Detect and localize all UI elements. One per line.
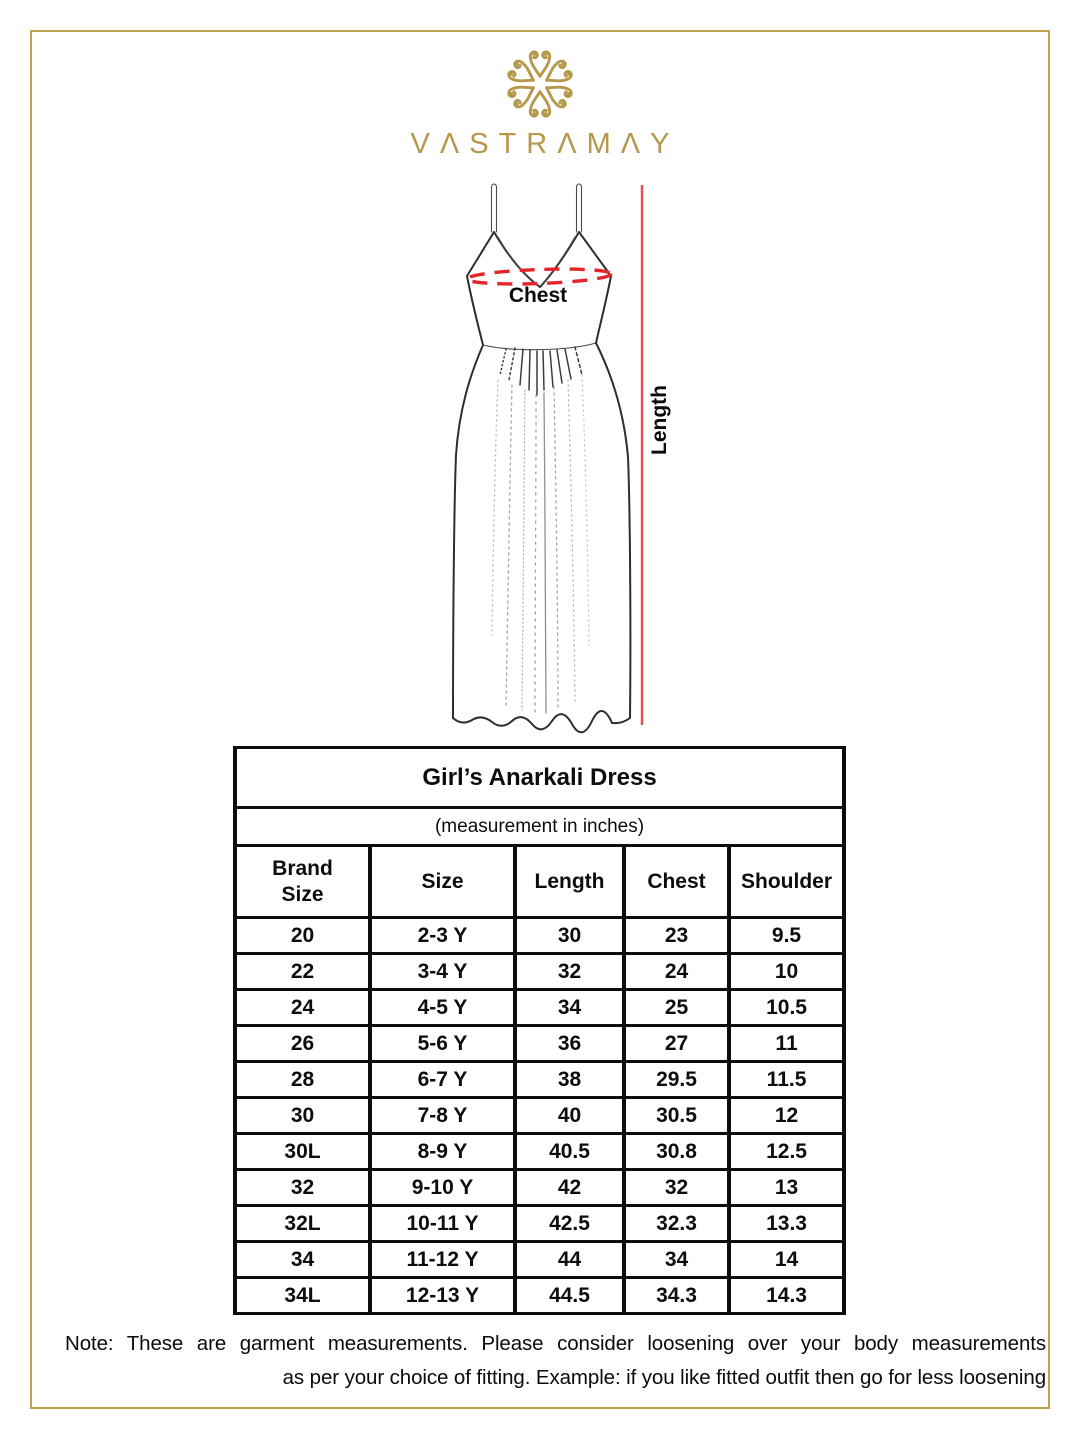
column-header-chest: Chest [622,844,731,919]
table-cell: 34L [233,1276,372,1315]
table-cell: 27 [622,1024,731,1063]
column-header-shoulder: Shoulder [726,844,847,919]
table-cell: 11.5 [726,1060,847,1099]
table-cell: 12.5 [726,1132,847,1171]
table-cell: 32L [233,1204,372,1243]
table-cell: 9-10 Y [368,1168,517,1207]
table-row: 32 9-10 Y 42 32 13 [233,1168,847,1207]
table-cell: 42 [513,1168,626,1207]
table-cell: 30L [233,1132,372,1171]
table-cell: 14 [726,1240,847,1279]
table-cell: 32.3 [622,1204,731,1243]
table-cell: 30 [233,1096,372,1135]
table-cell: 5-6 Y [368,1024,517,1063]
table-cell: 30 [513,916,626,955]
column-header-length: Length [513,844,626,919]
size-table: Girl’s Anarkali Dress (measurement in in… [232,746,847,1315]
table-cell: 6-7 Y [368,1060,517,1099]
table-cell: 25 [622,988,731,1027]
note-line-1: Note: These are garment measurements. Pl… [65,1332,1046,1355]
dress-outline [452,183,632,734]
table-title: Girl’s Anarkali Dress [232,746,847,809]
table-row: 30 7-8 Y 40 30.5 12 [233,1096,847,1135]
chest-measure-line [465,267,613,286]
table-cell: 34 [513,988,626,1027]
table-cell: 23 [622,916,731,955]
table-row: 32L 10-11 Y 42.5 32.3 13.3 [233,1204,847,1243]
table-cell: 10 [726,952,847,991]
table-cell: 34 [622,1240,731,1279]
table-cell: 24 [622,952,731,991]
chest-label: Chest [509,284,567,307]
table-cell: 20 [233,916,372,955]
table-row: 26 5-6 Y 36 27 11 [233,1024,847,1063]
table-cell: 24 [233,988,372,1027]
table-header-row: Brand Size Size Length Chest Shoulder [233,844,847,919]
table-cell: 32 [622,1168,731,1207]
table-cell: 8-9 Y [368,1132,517,1171]
table-row: 22 3-4 Y 32 24 10 [233,952,847,991]
table-title-row: Girl’s Anarkali Dress [232,746,847,809]
table-cell: 44.5 [513,1276,626,1315]
table-cell: 12-13 Y [368,1276,517,1315]
brand-wordmark: VΛSTRΛMΛY [410,128,680,160]
table-cell: 34 [233,1240,372,1279]
table-cell: 34.3 [622,1276,731,1315]
table-row: 24 4-5 Y 34 25 10.5 [233,988,847,1027]
table-cell: 38 [513,1060,626,1099]
table-cell: 40.5 [513,1132,626,1171]
table-cell: 30.8 [622,1132,731,1171]
size-table-body: 20 2-3 Y 30 23 9.5 22 3-4 Y 32 24 10 24 4-5 Y 34 25 10… [233,916,847,1315]
table-cell: 7-8 Y [368,1096,517,1135]
table-cell: 13.3 [726,1204,847,1243]
table-row: 34 11-12 Y 44 34 14 [233,1240,847,1279]
table-cell: 12 [726,1096,847,1135]
table-row: 28 6-7 Y 38 29.5 11.5 [233,1060,847,1099]
table-cell: 28 [233,1060,372,1099]
table-row: 20 2-3 Y 30 23 9.5 [233,916,847,955]
table-cell: 10.5 [726,988,847,1027]
table-cell: 30.5 [622,1096,731,1135]
table-cell: 44 [513,1240,626,1279]
table-cell: 32 [513,952,626,991]
table-cell: 10-11 Y [368,1204,517,1243]
dress-diagram: Chest Length [452,183,671,734]
length-label: Length [648,385,671,455]
table-cell: 13 [726,1168,847,1207]
brand-header: VΛSTRΛMΛY [0,42,1080,161]
table-subtitle-row: (measurement in inches) [232,806,847,847]
table-cell: 36 [513,1024,626,1063]
table-row: 34L 12-13 Y 44.5 34.3 14.3 [233,1276,847,1315]
table-cell: 29.5 [622,1060,731,1099]
table-cell: 11 [726,1024,847,1063]
table-row: 30L 8-9 Y 40.5 30.8 12.5 [233,1132,847,1171]
table-cell: 42.5 [513,1204,626,1243]
column-header-brand-size: Brand Size [233,844,372,919]
brand-logo-icon [505,50,575,118]
table-cell: 4-5 Y [368,988,517,1027]
table-cell: 2-3 Y [368,916,517,955]
table-cell: 14.3 [726,1276,847,1315]
table-cell: 11-12 Y [368,1240,517,1279]
table-subtitle: (measurement in inches) [232,806,847,847]
table-cell: 32 [233,1168,372,1207]
table-cell: 9.5 [726,916,847,955]
table-cell: 22 [233,952,372,991]
table-cell: 40 [513,1096,626,1135]
note: Note: These are garment measurements. Pl… [36,1332,1046,1390]
table-cell: 3-4 Y [368,952,517,991]
table-cell: 26 [233,1024,372,1063]
note-line-2: as per your choice of fitting. Example: … [282,1366,1046,1389]
column-header-size: Size [368,844,517,919]
